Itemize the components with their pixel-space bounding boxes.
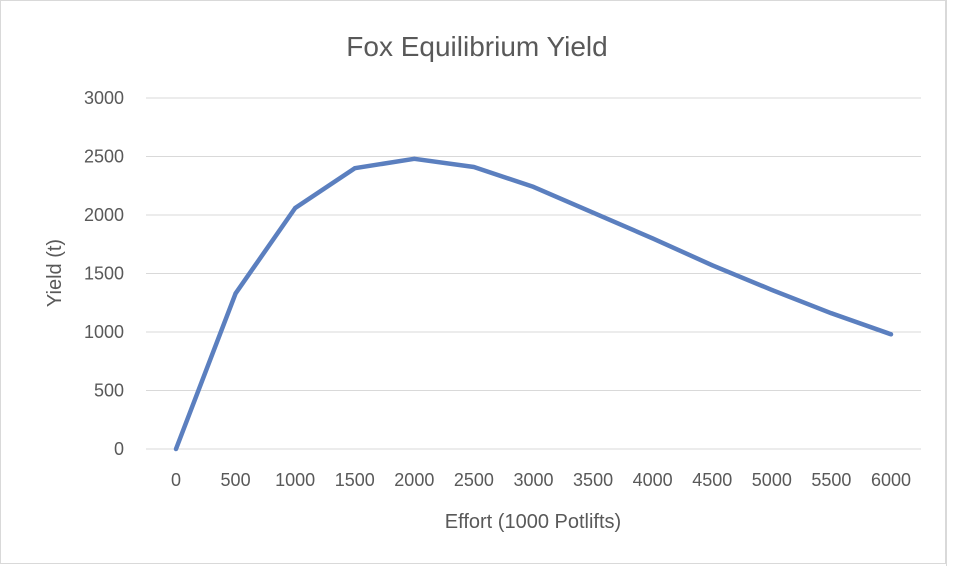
data-point	[233, 291, 238, 296]
data-point	[710, 263, 715, 268]
x-tick-label: 6000	[871, 470, 911, 490]
x-tick-label: 1500	[335, 470, 375, 490]
x-tick-label: 4500	[692, 470, 732, 490]
data-point	[829, 311, 834, 316]
y-tick-label: 1000	[84, 322, 124, 342]
series-layer	[173, 156, 894, 452]
data-point	[174, 447, 178, 451]
x-tick-label: 0	[171, 470, 181, 490]
x-tick-label: 5500	[811, 470, 851, 490]
chart-title: Fox Equilibrium Yield	[346, 31, 607, 62]
data-point	[412, 156, 417, 161]
spreadsheet-edge	[946, 0, 956, 566]
gridlines	[146, 97, 921, 450]
data-point	[650, 236, 655, 241]
data-point	[471, 165, 476, 170]
y-tick-label: 500	[94, 381, 124, 401]
x-tick-label: 1000	[275, 470, 315, 490]
data-point	[769, 287, 774, 292]
x-tick-label: 2000	[394, 470, 434, 490]
y-tick-label: 2000	[84, 205, 124, 225]
line-chart: Fox Equilibrium Yield 0 500 1000 1500 2000 25…	[44, 31, 921, 533]
data-point	[293, 205, 298, 210]
series-line-0	[173, 156, 894, 452]
x-axis-title: Effort (1000 Potlifts)	[445, 511, 621, 533]
y-tick-label: 3000	[84, 88, 124, 108]
data-point	[531, 184, 536, 189]
data-point	[352, 166, 357, 171]
data-point	[591, 210, 596, 215]
x-tick-label: 3000	[513, 470, 553, 490]
y-axis-tick-labels: 0 500 1000 1500 2000 2500 3000	[84, 88, 124, 459]
x-tick-label: 5000	[752, 470, 792, 490]
x-axis-tick-labels: 0 500 1000 1500 2000 2500 3000 3500 4000 4500 5000…	[171, 470, 911, 490]
x-tick-label: 2500	[454, 470, 494, 490]
y-tick-label: 0	[114, 439, 124, 459]
x-tick-label: 500	[221, 470, 251, 490]
y-tick-label: 2500	[84, 147, 124, 167]
x-tick-label: 3500	[573, 470, 613, 490]
x-tick-label: 4000	[633, 470, 673, 490]
chart-area: Fox Equilibrium Yield 0 500 1000 1500 2000 25…	[0, 0, 946, 564]
data-point	[889, 332, 893, 337]
y-axis-title: Yield (t)	[44, 239, 66, 307]
y-tick-label: 1500	[84, 264, 124, 284]
